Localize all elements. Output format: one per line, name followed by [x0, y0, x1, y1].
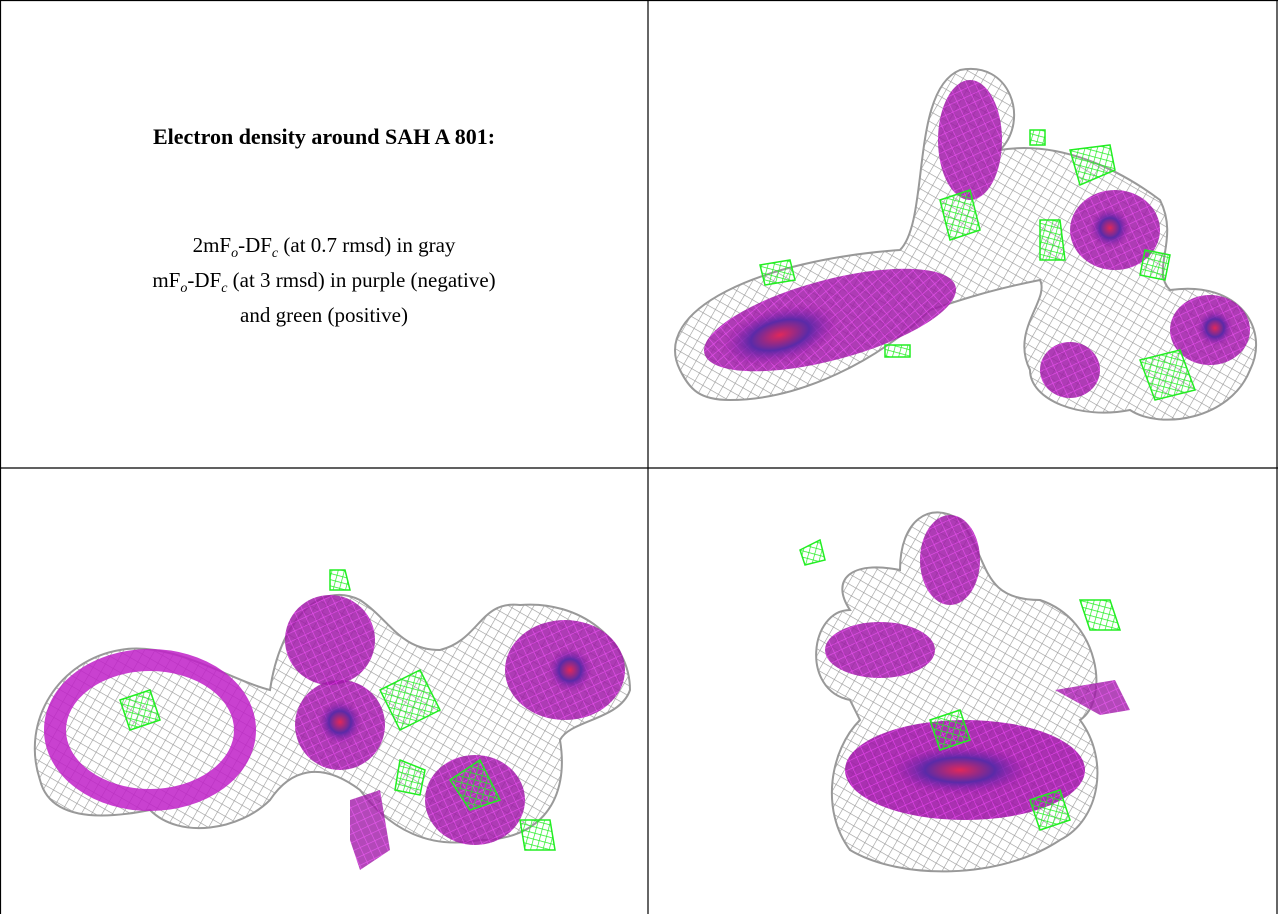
- text: -DF: [187, 268, 222, 293]
- text: (at 0.7 rmsd) in gray: [278, 233, 456, 257]
- caption-cell: Electron density around SAH A 801: 2mFo-…: [0, 0, 648, 468]
- density-view-3: [799, 511, 1130, 873]
- subscript: c: [271, 246, 279, 262]
- caption-line: mFo-DFc (at 3 rmsd) in purple (negative): [0, 267, 648, 302]
- density-view-2: [33, 569, 632, 870]
- text: 2mF: [192, 233, 232, 257]
- text: -DF: [238, 233, 272, 257]
- subscript: c: [221, 281, 228, 297]
- text: and green (positive): [240, 303, 408, 328]
- caption-text: 2mFo-DFc (at 0.7 rmsd) in gray mFo-DFc (…: [0, 232, 648, 329]
- subscript: o: [231, 246, 239, 262]
- density-view-1: [674, 67, 1258, 421]
- text: mF: [152, 268, 181, 293]
- subscript: o: [180, 281, 188, 297]
- text: (at 3 rmsd) in purple (negative): [227, 268, 496, 293]
- caption-line: 2mFo-DFc (at 0.7 rmsd) in gray: [0, 232, 648, 267]
- caption-title: Electron density around SAH A 801:: [152, 124, 496, 149]
- caption-line: and green (positive): [0, 302, 648, 329]
